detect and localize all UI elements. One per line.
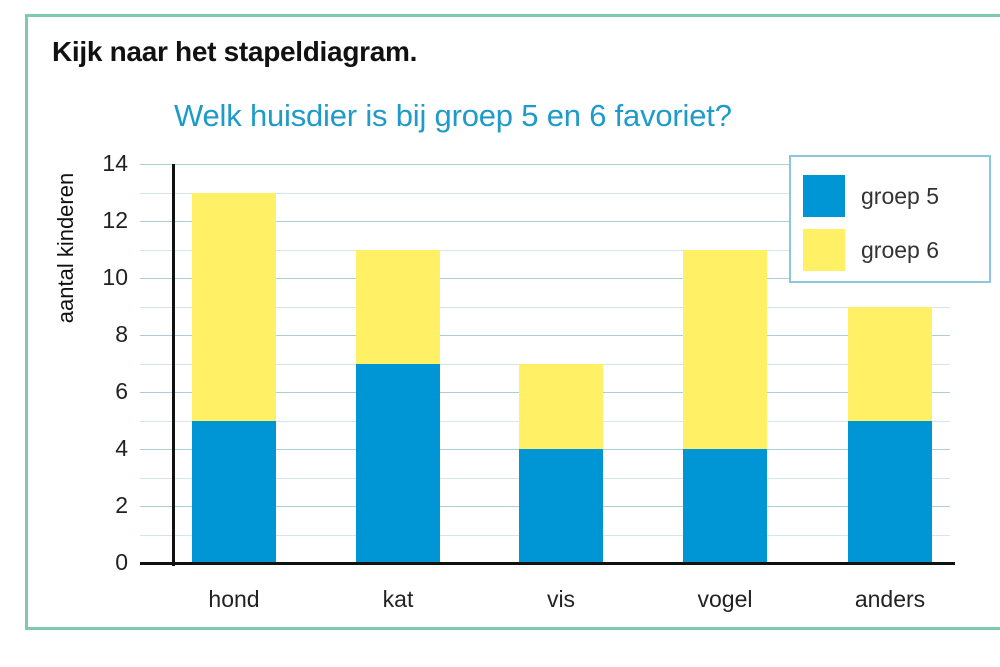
legend-swatch-blue [803, 175, 845, 217]
x-tick-label: kat [382, 586, 414, 612]
legend-item-groep-6: groep 6 [803, 229, 939, 271]
bar-vis [519, 363, 603, 563]
y-tick-label: 8 [115, 321, 128, 347]
chart-title: Welk huisdier is bij groep 5 en 6 favori… [174, 98, 732, 133]
y-tick-label: 0 [115, 549, 128, 575]
gridline [140, 250, 950, 251]
gridline [140, 278, 950, 279]
bar-anders [848, 306, 932, 563]
y-axis-line [172, 164, 175, 566]
gridline [140, 193, 950, 194]
legend: groep 5 groep 6 [789, 155, 991, 283]
legend-swatch-yellow [803, 229, 845, 271]
y-tick-label: 10 [102, 264, 128, 290]
bar-segment-groep-6 [192, 192, 276, 421]
bar-segment-groep-5 [848, 420, 932, 563]
gridline [140, 335, 950, 336]
exercise-heading: Kijk naar het stapeldiagram. [52, 36, 418, 67]
bar-hond [192, 192, 276, 563]
y-tick-label: 2 [115, 492, 128, 518]
x-axis-line [140, 562, 955, 565]
bar-segment-groep-6 [519, 363, 603, 449]
bar-segment-groep-6 [683, 249, 767, 449]
bar-segment-groep-5 [683, 449, 767, 563]
x-tick-label: hond [208, 586, 260, 612]
y-tick-label: 4 [115, 435, 128, 461]
bar-segment-groep-6 [356, 249, 440, 364]
x-tick-label: anders [854, 586, 926, 612]
y-tick-label: 6 [115, 378, 128, 404]
gridline [140, 221, 950, 222]
legend-item-groep-5: groep 5 [803, 175, 939, 217]
bar-segment-groep-5 [356, 363, 440, 563]
gridline [140, 307, 950, 308]
gridline [140, 164, 950, 165]
exercise-frame [25, 14, 1000, 630]
y-tick-label: 14 [102, 150, 128, 176]
y-tick-label: 12 [102, 207, 128, 233]
bar-segment-groep-6 [848, 306, 932, 421]
x-tick-label: vis [546, 586, 576, 612]
bar-kat [356, 249, 440, 563]
bar-segment-groep-5 [519, 449, 603, 563]
bar-segment-groep-5 [192, 420, 276, 563]
y-axis-label: aantal kinderen [53, 172, 78, 324]
x-tick-label: vogel [697, 586, 753, 612]
bar-vogel [683, 249, 767, 563]
